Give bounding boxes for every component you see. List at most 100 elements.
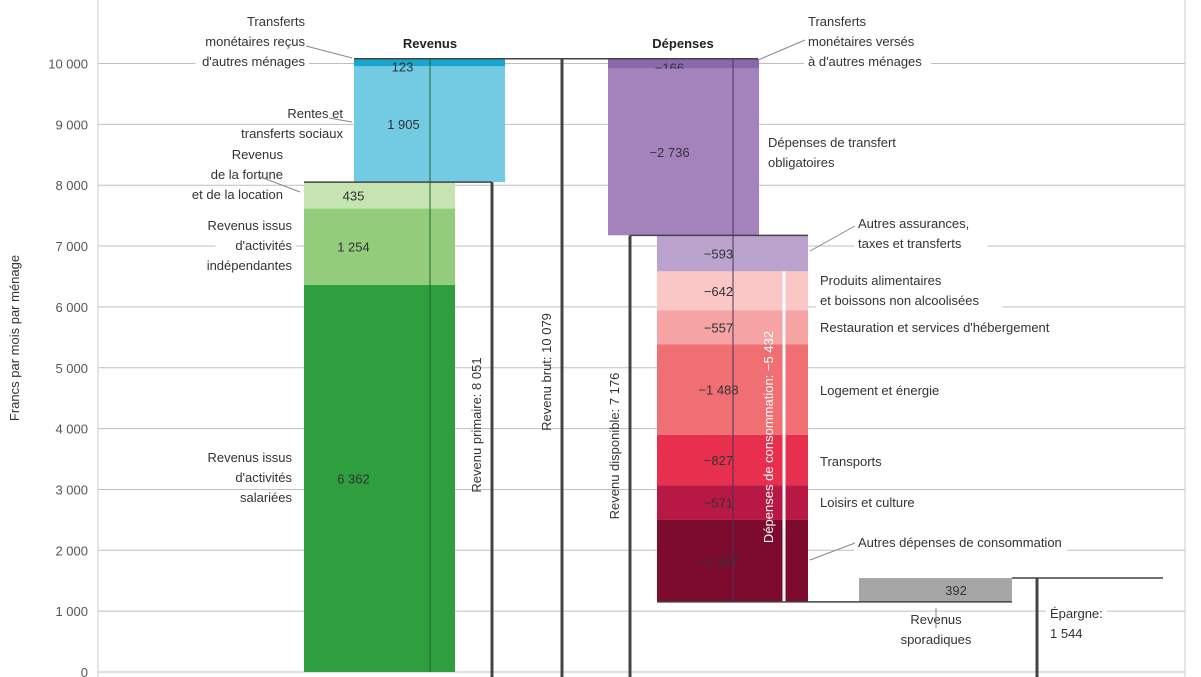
label-background: [804, 14, 878, 30]
category-label: Loisirs et culture: [820, 495, 915, 510]
category-label: Logement et énergie: [820, 383, 939, 398]
label-background: [215, 238, 296, 254]
bar-value-label: −557: [704, 320, 733, 335]
label-background: [202, 450, 296, 466]
label-background: [804, 54, 931, 70]
category-label: Produits alimentaires: [820, 273, 942, 288]
category-label: Autres dépenses de consommation: [858, 535, 1062, 550]
category-label: Autres assurances,: [858, 216, 969, 231]
y-tick-label: 1 000: [55, 604, 88, 619]
label-background: [202, 258, 296, 274]
bar-depense: [608, 68, 759, 236]
bar-value-label: −593: [704, 246, 733, 261]
y-tick-label: 5 000: [55, 361, 88, 376]
label-background: [166, 187, 287, 203]
category-label: Transports: [820, 454, 882, 469]
category-label: obligatoires: [768, 155, 835, 170]
label-background: [816, 273, 963, 289]
depenses-header: Dépenses: [652, 36, 713, 51]
label-background: [816, 320, 1075, 336]
y-tick-label: 0: [81, 665, 88, 677]
leader-line: [809, 225, 856, 252]
label-background: [195, 54, 309, 70]
bar-value-label: −1 488: [698, 383, 738, 398]
revenus-header: Revenus: [403, 36, 457, 51]
category-label: et de la location: [192, 187, 283, 202]
bar-value-label: 1 905: [387, 117, 420, 132]
category-label: et boissons non alcoolisées: [820, 293, 979, 308]
bar-revenu: [304, 284, 455, 672]
bar-value-label: 435: [343, 188, 365, 203]
category-label: de la fortune: [211, 167, 283, 182]
label-background: [816, 293, 1003, 309]
leader-line: [257, 175, 301, 193]
category-label: Transferts: [247, 14, 306, 29]
bar-value-label: −642: [704, 284, 733, 299]
category-label: taxes et transferts: [858, 236, 962, 251]
bar-revenu: [304, 182, 455, 209]
category-label: 1 544: [1050, 626, 1083, 641]
bar-value-label: −2 736: [649, 145, 689, 160]
y-tick-label: 4 000: [55, 422, 88, 437]
y-tick-label: 8 000: [55, 178, 88, 193]
category-labels: Revenus issus d'activités salariées Revenus…: [166, 14, 1107, 648]
label-background: [816, 495, 943, 511]
category-label: transferts sociaux: [241, 126, 343, 141]
bar-value-label: −571: [704, 496, 733, 511]
label-background: [232, 147, 287, 163]
category-label: Épargne:: [1050, 606, 1103, 621]
category-label: Revenus issus: [207, 218, 292, 233]
label-background: [854, 216, 981, 232]
category-label: d'autres ménages: [202, 54, 305, 69]
bar-value-label: 392: [945, 583, 967, 598]
category-label: à d'autres ménages: [808, 54, 922, 69]
category-label: monétaires versés: [808, 34, 915, 49]
category-label: Rentes et: [287, 106, 343, 121]
label-background: [854, 535, 1067, 551]
total-label: Revenu disponible: 7 176: [607, 373, 622, 520]
leader-line: [757, 39, 806, 61]
label-background: [220, 126, 347, 142]
leader-line: [305, 45, 353, 59]
leader-line: [328, 117, 353, 123]
bar-depense: [608, 58, 759, 69]
category-label: Transferts: [808, 14, 867, 29]
category-label: Restauration et services d'hébergement: [820, 320, 1050, 335]
category-label: salariées: [240, 490, 293, 505]
category-label: Revenus issus: [207, 450, 292, 465]
bar-value-label: 6 362: [337, 471, 370, 486]
y-tick-label: 9 000: [55, 117, 88, 132]
y-axis-label: Francs par mois par ménage: [7, 255, 22, 421]
label-background: [764, 155, 852, 171]
label-background: [215, 470, 296, 486]
bar-revenu: [304, 208, 455, 285]
label-background: [764, 135, 911, 151]
leader-line: [809, 542, 856, 561]
label-background: [816, 454, 890, 470]
category-label: monétaires reçus: [205, 34, 305, 49]
label-background: [235, 14, 309, 30]
total-label: Dépenses de consommation: −5 432: [761, 331, 776, 543]
y-tick-label: 3 000: [55, 482, 88, 497]
total-label: Revenu brut: 10 079: [539, 313, 554, 431]
label-background: [804, 34, 925, 50]
category-label: d'activités: [235, 238, 292, 253]
category-label: d'activités: [235, 470, 292, 485]
bar-revenus-sporadiques: [859, 578, 1012, 602]
label-background: [854, 236, 988, 252]
y-tick-label: 2 000: [55, 543, 88, 558]
y-axis-ticks: 0 1 000 2 000 3 000 4 000 5 000 6 000 7 000 8 00…: [48, 57, 88, 677]
y-tick-label: 7 000: [55, 239, 88, 254]
label-background: [816, 383, 950, 399]
label-background: [1046, 626, 1087, 642]
category-label: Dépenses de transfert: [768, 135, 896, 150]
total-label: Revenu primaire: 8 051: [469, 357, 484, 492]
label-background: [932, 612, 987, 628]
bar-value-label: −827: [704, 453, 733, 468]
y-tick-label: 10 000: [48, 57, 88, 72]
category-label: indépendantes: [207, 258, 293, 273]
bar-value-label: −1 347: [698, 554, 738, 569]
label-background: [193, 167, 287, 183]
total-lines: Revenu primaire: 8 051 Revenu brut: 10 07…: [304, 57, 1163, 677]
